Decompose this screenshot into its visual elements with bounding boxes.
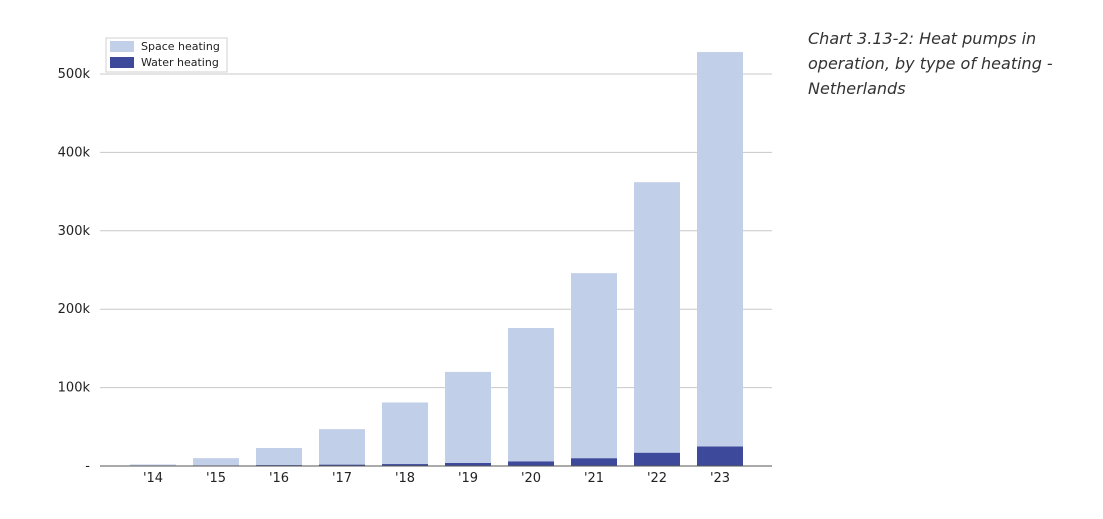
legend-swatch-water-heating <box>110 57 134 68</box>
bar-water-heating <box>382 464 428 466</box>
x-tick-label: '20 <box>521 471 541 486</box>
x-tick-label: '22 <box>647 471 667 486</box>
bar-water-heating <box>508 461 554 466</box>
legend: Space heating Water heating <box>105 37 228 73</box>
bar-space-heating <box>634 182 680 453</box>
x-tick-label: '18 <box>395 471 415 486</box>
bar-space-heating <box>382 402 428 465</box>
bars <box>130 52 743 466</box>
bar-space-heating <box>256 447 302 466</box>
bar-space-heating <box>193 458 239 466</box>
bar-space-heating <box>508 328 554 462</box>
bar-space-heating <box>697 52 743 447</box>
bar-water-heating <box>445 462 491 466</box>
bar-space-heating <box>319 429 365 465</box>
bar-water-heating <box>697 446 743 466</box>
x-tick-label: '19 <box>458 471 478 486</box>
y-tick-label: 400k <box>58 145 91 160</box>
bar-space-heating <box>445 371 491 463</box>
x-axis-ticks: '14 '15 '16 '17 '18 '19 '20 '21 '22 '23 <box>143 471 730 486</box>
y-tick-label: - <box>85 459 90 474</box>
legend-swatch-space-heating <box>110 41 134 52</box>
y-tick-label: 100k <box>58 381 91 396</box>
legend-label: Water heating <box>141 56 219 69</box>
bar-water-heating <box>571 458 617 466</box>
y-tick-label: 200k <box>58 302 91 317</box>
y-tick-label: 300k <box>58 224 91 239</box>
y-tick-label: 500k <box>58 67 91 82</box>
bar-water-heating <box>634 452 680 466</box>
bar-space-heating <box>130 464 176 466</box>
x-tick-label: '23 <box>710 471 730 486</box>
x-tick-label: '14 <box>143 471 163 486</box>
chart-caption: Chart 3.13-2: Heat pumps in operation, b… <box>808 29 1053 98</box>
x-tick-label: '16 <box>269 471 289 486</box>
x-tick-label: '21 <box>584 471 604 486</box>
x-tick-label: '15 <box>206 471 226 486</box>
legend-label: Space heating <box>141 40 220 53</box>
stacked-bar-chart: - 100k 200k 300k 400k 500k '14 '15 '16 '17 '18 '19… <box>58 37 772 486</box>
bar-water-heating <box>319 464 365 466</box>
y-axis-ticks: - 100k 200k 300k 400k 500k <box>58 67 91 474</box>
x-tick-label: '17 <box>332 471 352 486</box>
bar-space-heating <box>571 273 617 459</box>
